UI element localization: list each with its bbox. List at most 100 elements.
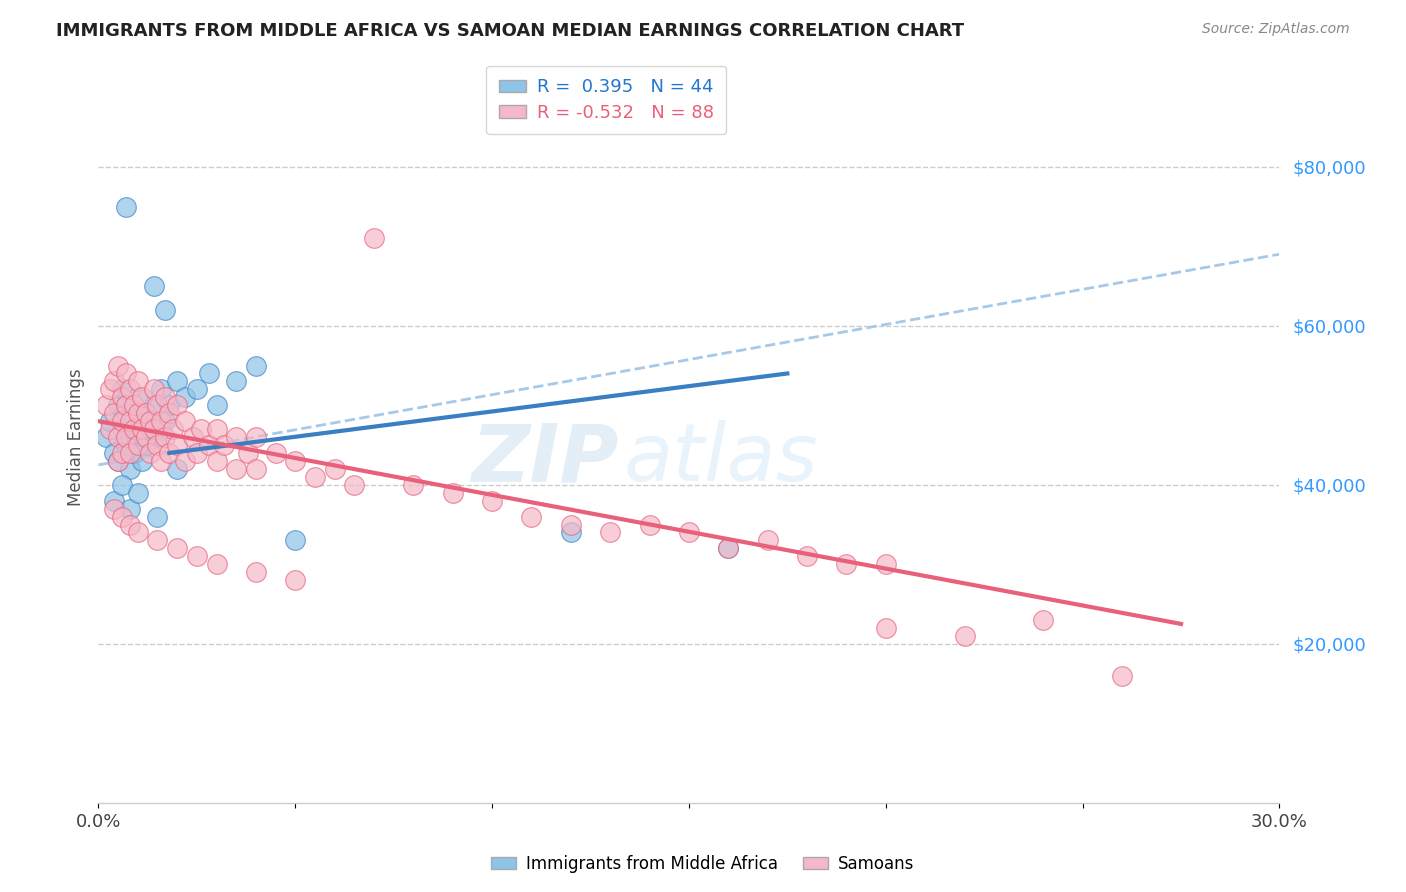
Point [599,525,621,540]
Point [304,470,326,484]
Point [135,438,157,452]
Point [166,438,188,452]
Point [205,398,228,412]
Point [205,454,228,468]
Point [138,414,160,428]
Point [127,375,149,389]
Point [98,422,121,436]
Point [107,454,129,468]
Point [225,375,247,389]
Point [343,477,366,491]
Point [284,533,307,548]
Point [146,533,169,548]
Point [142,422,165,436]
Y-axis label: Median Earnings: Median Earnings [66,368,84,506]
Point [520,509,543,524]
Point [142,383,165,397]
Point [560,525,582,540]
Point [127,525,149,540]
Point [118,517,141,532]
Point [135,406,157,420]
Point [103,375,125,389]
Point [138,422,160,436]
Point [131,430,153,444]
Point [875,621,897,635]
Point [146,430,169,444]
Point [157,446,180,460]
Point [284,454,307,468]
Point [150,454,173,468]
Point [127,406,149,420]
Point [155,414,177,428]
Point [245,430,267,444]
Point [835,558,858,572]
Legend: Immigrants from Middle Africa, Samoans: Immigrants from Middle Africa, Samoans [485,848,921,880]
Point [186,549,208,564]
Point [118,414,141,428]
Point [197,438,219,452]
Point [103,446,125,460]
Point [122,414,145,428]
Point [225,462,247,476]
Point [1111,668,1133,682]
Legend: R =  0.395   N = 44, R = -0.532   N = 88: R = 0.395 N = 44, R = -0.532 N = 88 [486,66,727,135]
Point [118,462,141,476]
Point [1032,613,1054,627]
Point [190,422,212,436]
Point [118,446,141,460]
Point [131,390,153,404]
Point [118,430,141,444]
Point [756,533,779,548]
Point [560,517,582,532]
Point [127,485,149,500]
Point [174,414,197,428]
Point [146,398,169,412]
Point [111,383,134,397]
Point [323,462,346,476]
Point [162,422,184,436]
Point [166,541,188,556]
Point [135,430,157,444]
Point [96,398,118,412]
Point [122,446,145,460]
Point [174,454,197,468]
Point [111,390,134,404]
Point [245,462,267,476]
Point [111,422,134,436]
Point [103,406,125,420]
Point [186,383,208,397]
Point [103,501,125,516]
Point [115,367,138,381]
Point [103,493,125,508]
Point [481,493,503,508]
Point [107,359,129,373]
Point [284,573,307,587]
Point [638,517,661,532]
Point [107,398,129,412]
Point [115,406,138,420]
Point [135,406,157,420]
Point [111,509,134,524]
Point [155,430,177,444]
Point [115,430,138,444]
Point [127,438,149,452]
Point [122,422,145,436]
Point [197,367,219,381]
Point [181,430,204,444]
Point [402,477,425,491]
Point [142,279,165,293]
Point [186,446,208,460]
Point [107,430,129,444]
Point [953,629,976,643]
Point [107,454,129,468]
Point [441,485,464,500]
Point [150,383,173,397]
Point [98,414,121,428]
Point [166,375,188,389]
Point [111,477,134,491]
Point [245,566,267,580]
Point [96,430,118,444]
Point [155,390,177,404]
Point [122,398,145,412]
Point [115,200,138,214]
